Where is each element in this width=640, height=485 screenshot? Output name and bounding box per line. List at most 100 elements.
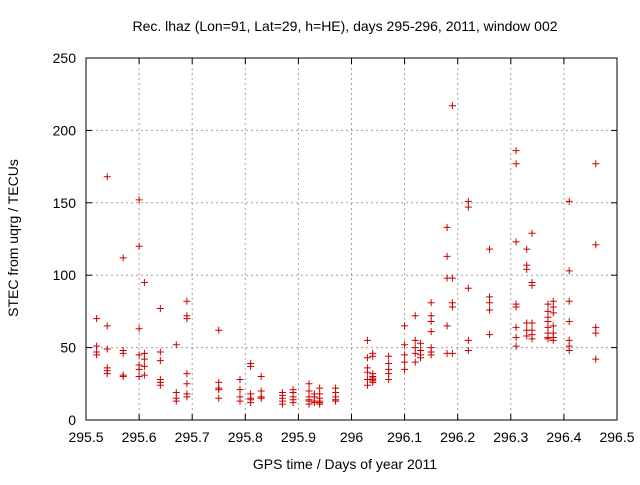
- data-point: [512, 323, 520, 331]
- data-point: [363, 336, 371, 344]
- data-point: [305, 400, 313, 408]
- data-point: [103, 173, 111, 181]
- data-point: [512, 303, 520, 311]
- data-point: [119, 349, 127, 357]
- data-point: [215, 326, 223, 334]
- data-point: [156, 357, 164, 365]
- data-point: [464, 203, 472, 211]
- x-tick-label: 295.5: [68, 429, 103, 445]
- data-point: [135, 351, 143, 359]
- data-point: [486, 306, 494, 314]
- data-point: [486, 299, 494, 307]
- data-point: [592, 329, 600, 337]
- data-point: [369, 352, 377, 360]
- y-tick-label: 250: [53, 50, 77, 66]
- tick-labels: 295.5 295.6 295.7 295.8 295.9 296 296.1 296.2 29…: [53, 50, 635, 445]
- y-tick-label: 50: [60, 340, 76, 356]
- data-point: [528, 319, 536, 327]
- data-point: [215, 386, 223, 394]
- data-point: [565, 197, 573, 205]
- data-point: [183, 370, 191, 378]
- data-point: [443, 252, 451, 260]
- data-point: [236, 397, 244, 405]
- data-point: [523, 265, 531, 273]
- data-point: [135, 196, 143, 204]
- data-point: [523, 245, 531, 253]
- data-point: [401, 365, 409, 373]
- axis-ticks: [85, 57, 618, 421]
- data-point: [411, 336, 419, 344]
- data-point: [565, 297, 573, 305]
- data-point: [486, 331, 494, 339]
- data-point: [523, 332, 531, 340]
- x-tick-label: 296: [340, 429, 364, 445]
- data-point: [369, 378, 377, 386]
- data-point: [528, 281, 536, 289]
- x-tick-label: 296.2: [440, 429, 475, 445]
- data-point: [448, 274, 456, 282]
- data-point: [332, 397, 340, 405]
- data-point: [549, 309, 557, 317]
- data-point: [411, 349, 419, 357]
- data-point: [401, 341, 409, 349]
- data-point: [417, 351, 425, 359]
- x-tick-label: 295.7: [175, 429, 210, 445]
- data-point: [411, 358, 419, 366]
- data-point: [592, 355, 600, 363]
- data-point: [549, 322, 557, 330]
- data-point: [401, 358, 409, 366]
- data-point: [512, 160, 520, 168]
- data-point: [385, 352, 393, 360]
- grid: [86, 58, 617, 420]
- x-tick-label: 296.1: [387, 429, 422, 445]
- y-tick-label: 200: [53, 122, 77, 138]
- data-point: [119, 254, 127, 262]
- data-point: [464, 346, 472, 354]
- data-point: [565, 318, 573, 326]
- data-point: [135, 325, 143, 333]
- data-point: [549, 336, 557, 344]
- data-point: [544, 300, 552, 308]
- data-point: [183, 380, 191, 388]
- data-point: [93, 315, 101, 323]
- data-point: [103, 345, 111, 353]
- data-point: [565, 267, 573, 275]
- data-point: [140, 362, 148, 370]
- data-point: [93, 351, 101, 359]
- data-point: [592, 241, 600, 249]
- data-point: [448, 349, 456, 357]
- data-point: [417, 339, 425, 347]
- data-point: [464, 284, 472, 292]
- data-point: [183, 393, 191, 401]
- data-point: [140, 355, 148, 363]
- data-point: [257, 373, 265, 381]
- data-point: [135, 242, 143, 250]
- data-points: [93, 102, 600, 408]
- data-point: [183, 315, 191, 323]
- data-point: [411, 312, 419, 320]
- x-axis-label: GPS time / Days of year 2011: [253, 456, 437, 472]
- data-point: [305, 380, 313, 388]
- data-point: [385, 375, 393, 383]
- data-point: [427, 299, 435, 307]
- x-tick-label: 296.5: [599, 429, 634, 445]
- data-point: [512, 333, 520, 341]
- data-point: [363, 368, 371, 376]
- data-point: [140, 278, 148, 286]
- data-point: [135, 373, 143, 381]
- data-point: [236, 386, 244, 394]
- data-point: [156, 381, 164, 389]
- x-tick-label: 295.6: [122, 429, 157, 445]
- data-point: [443, 322, 451, 330]
- data-point: [512, 147, 520, 155]
- data-point: [486, 245, 494, 253]
- data-point: [172, 397, 180, 405]
- data-point: [316, 400, 324, 408]
- chart-title: Rec. lhaz (Lon=91, Lat=29, h=HE), days 2…: [132, 18, 557, 34]
- data-point: [401, 351, 409, 359]
- data-point: [448, 102, 456, 110]
- y-tick-label: 150: [53, 195, 77, 211]
- x-tick-label: 296.3: [493, 429, 528, 445]
